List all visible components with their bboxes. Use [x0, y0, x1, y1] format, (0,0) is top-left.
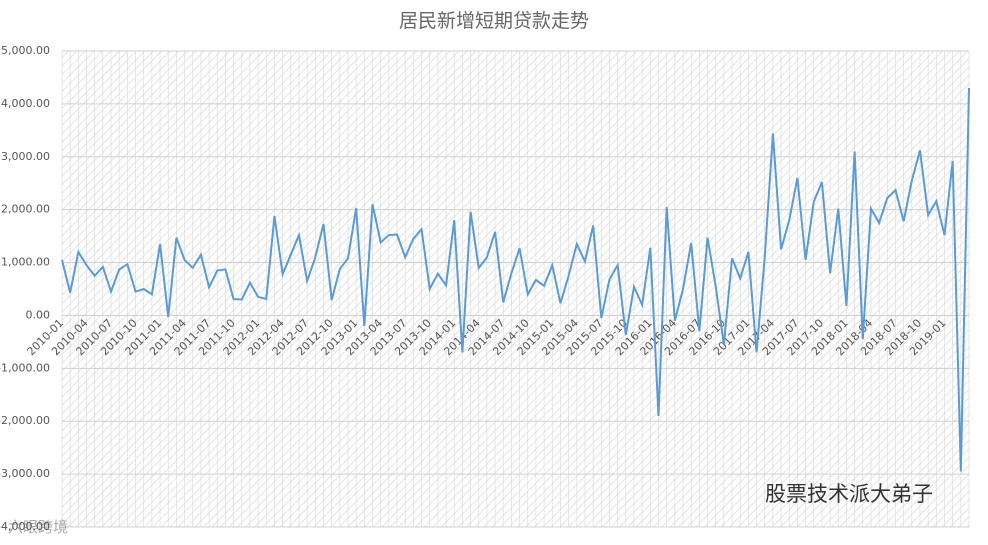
y-tick-label: -1,000.00 [0, 361, 50, 374]
y-tick-label: 3,000.00 [1, 150, 50, 163]
watermark: 股票技术派大弟子 [765, 482, 933, 506]
line [61, 88, 970, 472]
chart-title: 居民新增短期贷款走势 [399, 10, 589, 32]
watermark: 六眼跨境 [8, 518, 68, 536]
y-tick-label: 4,000.00 [1, 97, 50, 110]
y-tick-label: 1,000.00 [1, 256, 50, 269]
y-tick-label: 0.00 [26, 308, 51, 321]
y-tick-label: 2,000.00 [1, 203, 50, 216]
y-tick-label: -3,000.00 [0, 467, 50, 480]
y-tick-label: -4,000.00 [0, 520, 50, 533]
y-tick-label: 5,000.00 [1, 44, 50, 57]
plot-background [62, 51, 969, 527]
y-tick-label: -2,000.00 [0, 414, 50, 427]
